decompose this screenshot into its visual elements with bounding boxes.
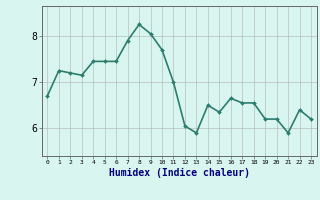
- X-axis label: Humidex (Indice chaleur): Humidex (Indice chaleur): [109, 168, 250, 178]
